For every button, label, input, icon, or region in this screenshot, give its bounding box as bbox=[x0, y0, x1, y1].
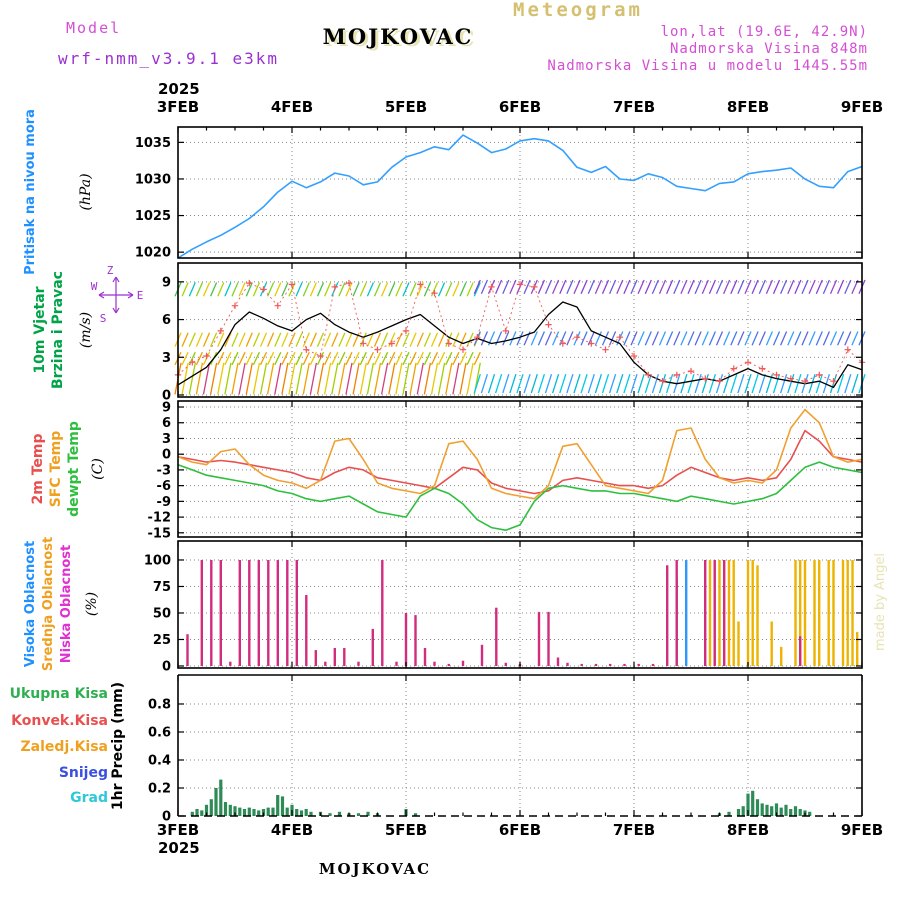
precip-legend-ukupna: Ukupna Kisa bbox=[10, 686, 108, 702]
axis-text: -6 bbox=[157, 479, 171, 494]
precip-legend-zaledj: Zaledj.Kisa bbox=[21, 739, 108, 755]
footer-station: MOJKOVAC bbox=[319, 860, 431, 878]
temp-2m-label: 2m Temp bbox=[30, 434, 46, 505]
axis-text: 0.8 bbox=[148, 697, 171, 712]
cloud-unit-label: (%) bbox=[84, 592, 100, 616]
chart-axes-layer: 102010251030103503699630-3-6-9-12-150255… bbox=[135, 80, 883, 857]
axis-text: 3FEB bbox=[157, 821, 199, 839]
axis-text: 1025 bbox=[135, 209, 171, 224]
wind-unit-label: (m/s) bbox=[78, 312, 94, 348]
axis-text: 6 bbox=[162, 416, 171, 431]
axis-text: 1030 bbox=[135, 172, 171, 187]
pressure-unit-label: (hPa) bbox=[78, 173, 94, 210]
axis-text: 100 bbox=[144, 553, 171, 568]
model-elevation-text: Nadmorska Visina u modelu 1445.55m bbox=[547, 58, 868, 74]
axis-text: 0 bbox=[162, 810, 171, 825]
axis-text: 0 bbox=[162, 448, 171, 463]
cloud-srednja-label: Srednja Oblacnost bbox=[41, 537, 56, 671]
precip-legend-snijeg: Snijeg bbox=[59, 765, 108, 781]
axis-text: 3FEB bbox=[157, 98, 199, 116]
axis-text: -3 bbox=[157, 463, 171, 478]
axis-text: 50 bbox=[153, 606, 171, 621]
axis-text: 75 bbox=[153, 580, 171, 595]
axis-text: 0 bbox=[162, 659, 171, 674]
axis-text: -15 bbox=[148, 526, 172, 541]
axis-text: 6 bbox=[162, 313, 171, 328]
axis-text: 4FEB bbox=[271, 98, 313, 116]
station-title-shadow: MOJKOVAC bbox=[326, 26, 477, 51]
wind-axis-label-1: 10m Vjetar bbox=[32, 286, 48, 373]
axis-text: 1035 bbox=[135, 136, 171, 151]
chart-series-layer bbox=[174, 127, 866, 816]
precip-legend-konvek: Konvek.Kisa bbox=[11, 713, 108, 729]
axis-text: 0.4 bbox=[148, 753, 171, 768]
axis-text: -12 bbox=[148, 511, 172, 526]
wind-compass: Z E W S bbox=[91, 264, 144, 325]
compass-top-label: Z bbox=[107, 264, 114, 277]
cloud-niska-label: Niska Oblacnost bbox=[59, 545, 74, 663]
axis-text: 2025 bbox=[158, 839, 200, 857]
station-title: MOJKOVAC bbox=[323, 24, 474, 49]
temp-sfc-label: SFC Temp bbox=[48, 431, 64, 508]
axis-text: 6FEB bbox=[499, 821, 541, 839]
axis-text: 5FEB bbox=[385, 98, 427, 116]
axis-text: 2025 bbox=[158, 80, 200, 98]
axis-text: 6FEB bbox=[499, 98, 541, 116]
axis-text: 8FEB bbox=[727, 98, 769, 116]
axis-text: 8FEB bbox=[727, 821, 769, 839]
compass-right-label: E bbox=[137, 289, 144, 302]
temp-unit-label: (C) bbox=[90, 458, 106, 480]
axis-text: 9 bbox=[162, 401, 171, 416]
axis-text: 0 bbox=[162, 388, 171, 403]
axis-text: 0.2 bbox=[148, 781, 171, 796]
meteogram-banner: Meteogram bbox=[513, 0, 643, 21]
axis-text: 5FEB bbox=[385, 821, 427, 839]
compass-left-label: W bbox=[91, 280, 98, 293]
axis-text: 3 bbox=[162, 351, 171, 366]
axis-text: 4FEB bbox=[271, 821, 313, 839]
elevation-text: Nadmorska Visina 848m bbox=[670, 41, 868, 57]
axis-text: -9 bbox=[157, 495, 171, 510]
cloud-visoka-label: Visoka Oblacnost bbox=[23, 541, 38, 667]
axis-text: 0.6 bbox=[148, 725, 171, 740]
temp-dewpt-label: dewpt Temp bbox=[66, 421, 82, 517]
axis-text: 9FEB bbox=[841, 98, 883, 116]
axis-text: 1020 bbox=[135, 246, 171, 261]
axis-text: 25 bbox=[153, 633, 171, 648]
pressure-axis-label: Pritisak na nivou mora bbox=[23, 109, 38, 275]
axis-text: 9 bbox=[162, 275, 171, 290]
axis-text: 9FEB bbox=[841, 821, 883, 839]
axis-text: 3 bbox=[162, 432, 171, 447]
compass-bottom-label: S bbox=[100, 312, 107, 325]
model-label: Model bbox=[66, 19, 121, 37]
model-version: wrf-nmm_v3.9.1 e3km bbox=[58, 49, 279, 68]
precip-legend-grad: Grad bbox=[70, 790, 108, 806]
precip-unit-label: 1hr Precip (mm) bbox=[110, 682, 126, 810]
axis-text: 7FEB bbox=[613, 98, 655, 116]
lonlat-text: lon,lat (19.6E, 42.9N) bbox=[661, 24, 868, 40]
wind-axis-label-2: Brzina i Pravac bbox=[50, 271, 66, 389]
axis-text: 7FEB bbox=[613, 821, 655, 839]
watermark: made by Angel bbox=[873, 553, 888, 651]
